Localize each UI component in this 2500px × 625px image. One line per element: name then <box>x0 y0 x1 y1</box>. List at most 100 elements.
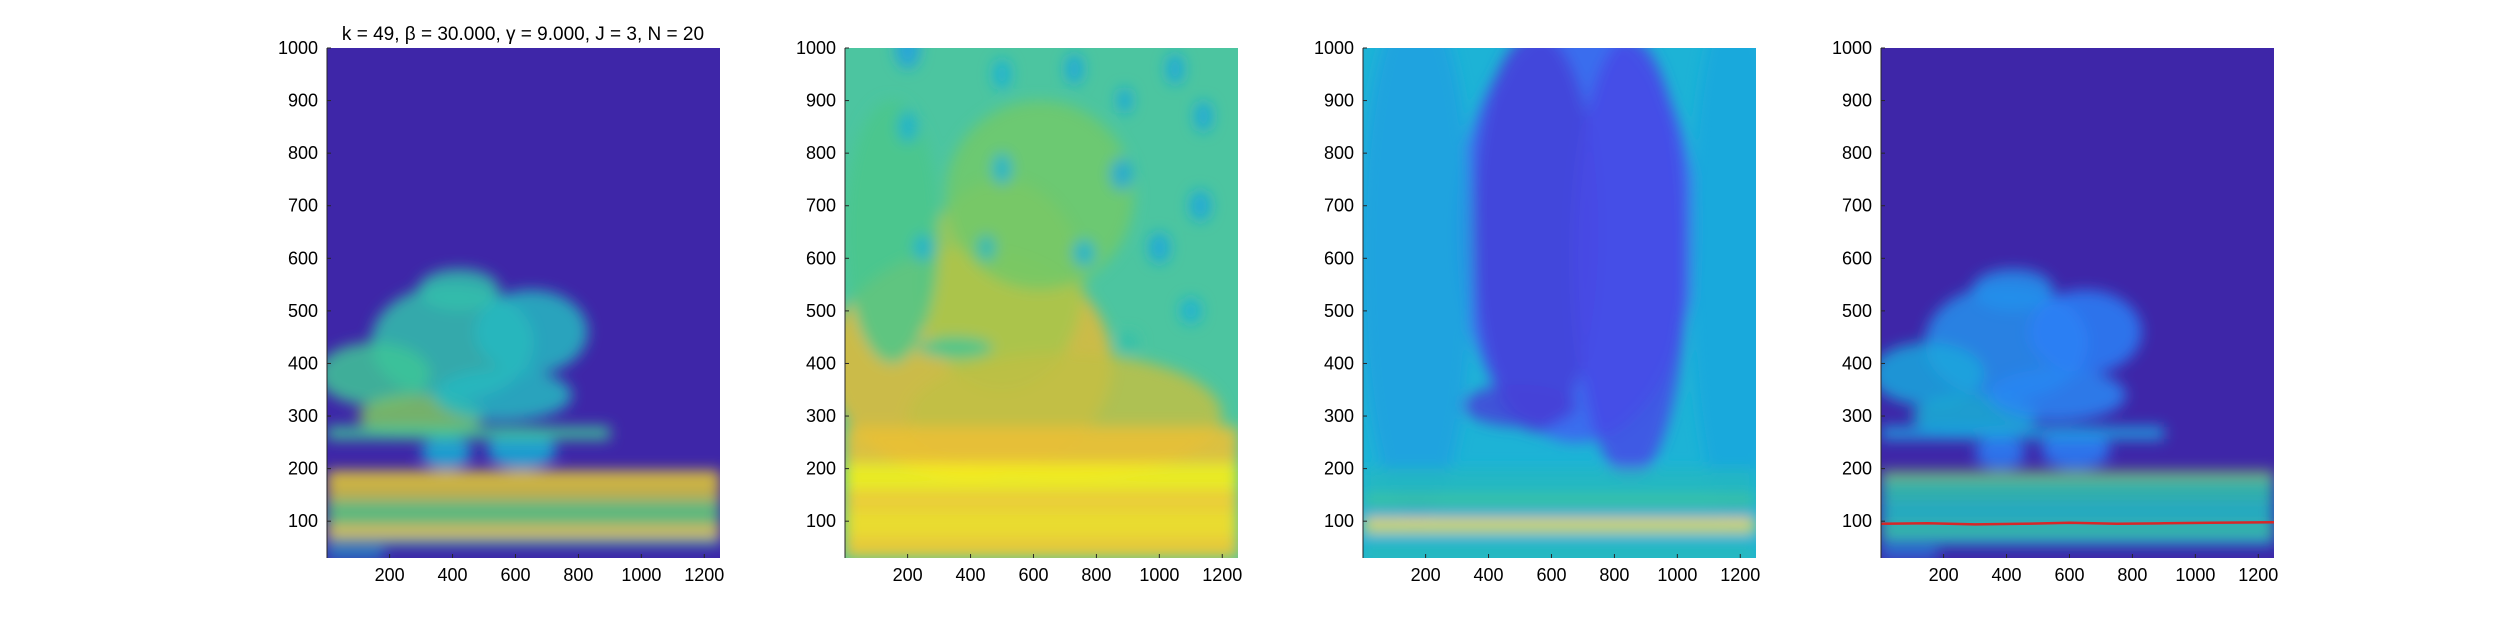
heatmap-area <box>845 48 1238 558</box>
heatmap-blob <box>487 431 557 469</box>
y-tick-label: 100 <box>1324 511 1354 531</box>
y-tick-label: 1000 <box>796 38 836 58</box>
y-tick-label: 400 <box>1842 353 1872 373</box>
y-tick-label: 800 <box>288 143 318 163</box>
heatmap-blob <box>1148 232 1171 264</box>
heatmap-band <box>327 471 720 480</box>
heatmap-band <box>1363 508 1756 519</box>
panel-3: 100 200 300 400 500 600 700 800 900 1000 200 400 600… <box>1314 38 1760 585</box>
x-tick-label: 600 <box>1018 565 1048 585</box>
x-tick-label: 400 <box>956 565 986 585</box>
heatmap-band <box>1881 471 2274 480</box>
y-tick-label: 600 <box>1842 248 1872 268</box>
heatmap-blob <box>1116 331 1139 353</box>
heatmap-band <box>1881 479 2274 501</box>
y-tick-label: 800 <box>806 143 836 163</box>
heatmap-blob <box>327 342 431 406</box>
heatmap-blob <box>1110 158 1133 190</box>
y-tick-label: 600 <box>288 248 318 268</box>
heatmap-blob <box>1971 268 2054 311</box>
x-tick-label: 200 <box>893 565 923 585</box>
heatmap-area <box>1881 48 2274 558</box>
x-tick-label: 800 <box>2117 565 2147 585</box>
x-tick-label: 200 <box>1929 565 1959 585</box>
heatmap-band <box>1363 468 1756 495</box>
figure-title: k = 49, β = 30.000, γ = 9.000, J = 3, N … <box>342 24 704 45</box>
x-tick-label: 800 <box>1081 565 1111 585</box>
heatmap-band <box>327 550 384 558</box>
heatmap-blob <box>845 100 940 364</box>
x-tick-label: 1000 <box>2175 565 2215 585</box>
heatmap-blob <box>1179 297 1202 325</box>
y-tick-label: 1000 <box>1832 38 1872 58</box>
y-tick-label: 200 <box>1324 459 1354 479</box>
panel-4: 100 200 300 400 500 600 700 800 900 1000 200 400 600… <box>1832 38 2278 585</box>
heatmap-band <box>327 479 720 501</box>
x-tick-label: 600 <box>2054 565 2084 585</box>
x-tick-label: 200 <box>375 565 405 585</box>
heatmap-band <box>1363 534 1756 548</box>
heatmap-band <box>845 463 1238 490</box>
heatmap-blob <box>2028 289 2142 374</box>
panel-2: 100 200 300 400 500 600 700 800 900 1000 200 400 600… <box>796 38 1242 585</box>
heatmap-blob <box>992 58 1012 91</box>
y-tick-label: 400 <box>806 353 836 373</box>
y-tick-label: 600 <box>1324 248 1354 268</box>
x-tick-label: 400 <box>438 565 468 585</box>
x-tick-label: 1000 <box>621 565 661 585</box>
x-tick-label: 200 <box>1411 565 1441 585</box>
heatmap-blob <box>1189 189 1212 222</box>
x-tick-label: 1200 <box>2238 565 2278 585</box>
y-tick-label: 500 <box>288 301 318 321</box>
heatmap-band <box>845 510 1238 537</box>
y-tick-label: 500 <box>1842 301 1872 321</box>
x-tick-label: 1000 <box>1139 565 1179 585</box>
heatmap-blob <box>1116 87 1133 114</box>
overlay-line <box>1881 520 2274 526</box>
heatmap-band <box>1363 547 1756 558</box>
y-tick-label: 900 <box>1842 91 1872 111</box>
y-tick-label: 500 <box>1324 301 1354 321</box>
y-tick-label: 800 <box>1324 143 1354 163</box>
heatmap-blob <box>433 368 573 422</box>
heatmap-blob <box>1975 437 2026 469</box>
y-tick-label: 900 <box>1324 91 1354 111</box>
heatmap-blob <box>913 234 933 261</box>
x-tick-label: 1200 <box>684 565 724 585</box>
y-tick-label: 200 <box>806 459 836 479</box>
y-tick-label: 400 <box>1324 353 1354 373</box>
x-tick-label: 1200 <box>1720 565 1760 585</box>
heatmap-blob <box>1064 53 1084 85</box>
heatmap-blob <box>898 111 918 143</box>
heatmap-blob <box>945 100 1135 290</box>
heatmap-blob <box>1881 342 1985 406</box>
y-tick-label: 500 <box>806 301 836 321</box>
heatmap-band <box>327 526 720 537</box>
heatmap-blob <box>1463 384 1577 427</box>
x-tick-label: 1200 <box>1202 565 1242 585</box>
y-tick-label: 200 <box>1842 459 1872 479</box>
y-tick-label: 1000 <box>1314 38 1354 58</box>
heatmap-blob <box>417 268 500 311</box>
heatmap-band <box>1363 494 1756 509</box>
heatmap-blob <box>421 437 472 469</box>
y-tick-label: 900 <box>288 91 318 111</box>
heatmap-band <box>327 536 720 545</box>
heatmap-band <box>1881 526 2274 537</box>
heatmap-band <box>1881 426 2164 440</box>
y-tick-label: 200 <box>288 459 318 479</box>
heatmap-blob <box>976 234 996 261</box>
y-tick-label: 900 <box>806 91 836 111</box>
heatmap-blob <box>1573 48 1687 480</box>
y-tick-label: 600 <box>806 248 836 268</box>
heatmap-blob <box>917 337 993 359</box>
heatmap-band <box>845 426 1238 464</box>
heatmap-band <box>1363 518 1756 532</box>
x-tick-label: 600 <box>1536 565 1566 585</box>
y-tick-label: 300 <box>1324 406 1354 426</box>
x-tick-label: 400 <box>1474 565 1504 585</box>
heatmap-band <box>327 426 610 440</box>
heatmap-band <box>845 536 1238 558</box>
heatmap-band <box>845 489 1238 511</box>
heatmap-blob <box>1363 48 1473 522</box>
